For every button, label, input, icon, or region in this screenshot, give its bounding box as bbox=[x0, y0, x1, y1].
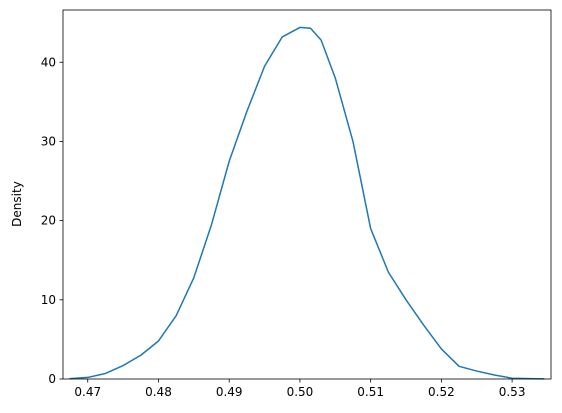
x-tick-label: 0.49 bbox=[216, 385, 243, 399]
x-tick-label: 0.47 bbox=[74, 385, 101, 399]
x-tick-label: 0.53 bbox=[499, 385, 526, 399]
y-tick-label: 30 bbox=[41, 134, 56, 148]
x-tick-label: 0.52 bbox=[428, 385, 455, 399]
x-tick-label: 0.48 bbox=[145, 385, 172, 399]
y-tick-label: 20 bbox=[41, 214, 56, 228]
y-tick-label: 40 bbox=[41, 55, 56, 69]
plot-area bbox=[62, 9, 552, 380]
plot-frame bbox=[62, 9, 552, 380]
x-tick-label: 0.51 bbox=[357, 385, 384, 399]
y-tick-label: 0 bbox=[48, 372, 56, 386]
density-series-line bbox=[69, 26, 545, 380]
x-axis: 0.47 0.48 0.49 0.50 0.51 0.52 0.53 bbox=[74, 379, 525, 399]
y-axis: 0 10 20 30 40 bbox=[41, 55, 63, 386]
y-axis-label: Density bbox=[10, 181, 24, 227]
x-tick-label: 0.50 bbox=[287, 385, 314, 399]
y-tick-label: 10 bbox=[41, 293, 56, 307]
